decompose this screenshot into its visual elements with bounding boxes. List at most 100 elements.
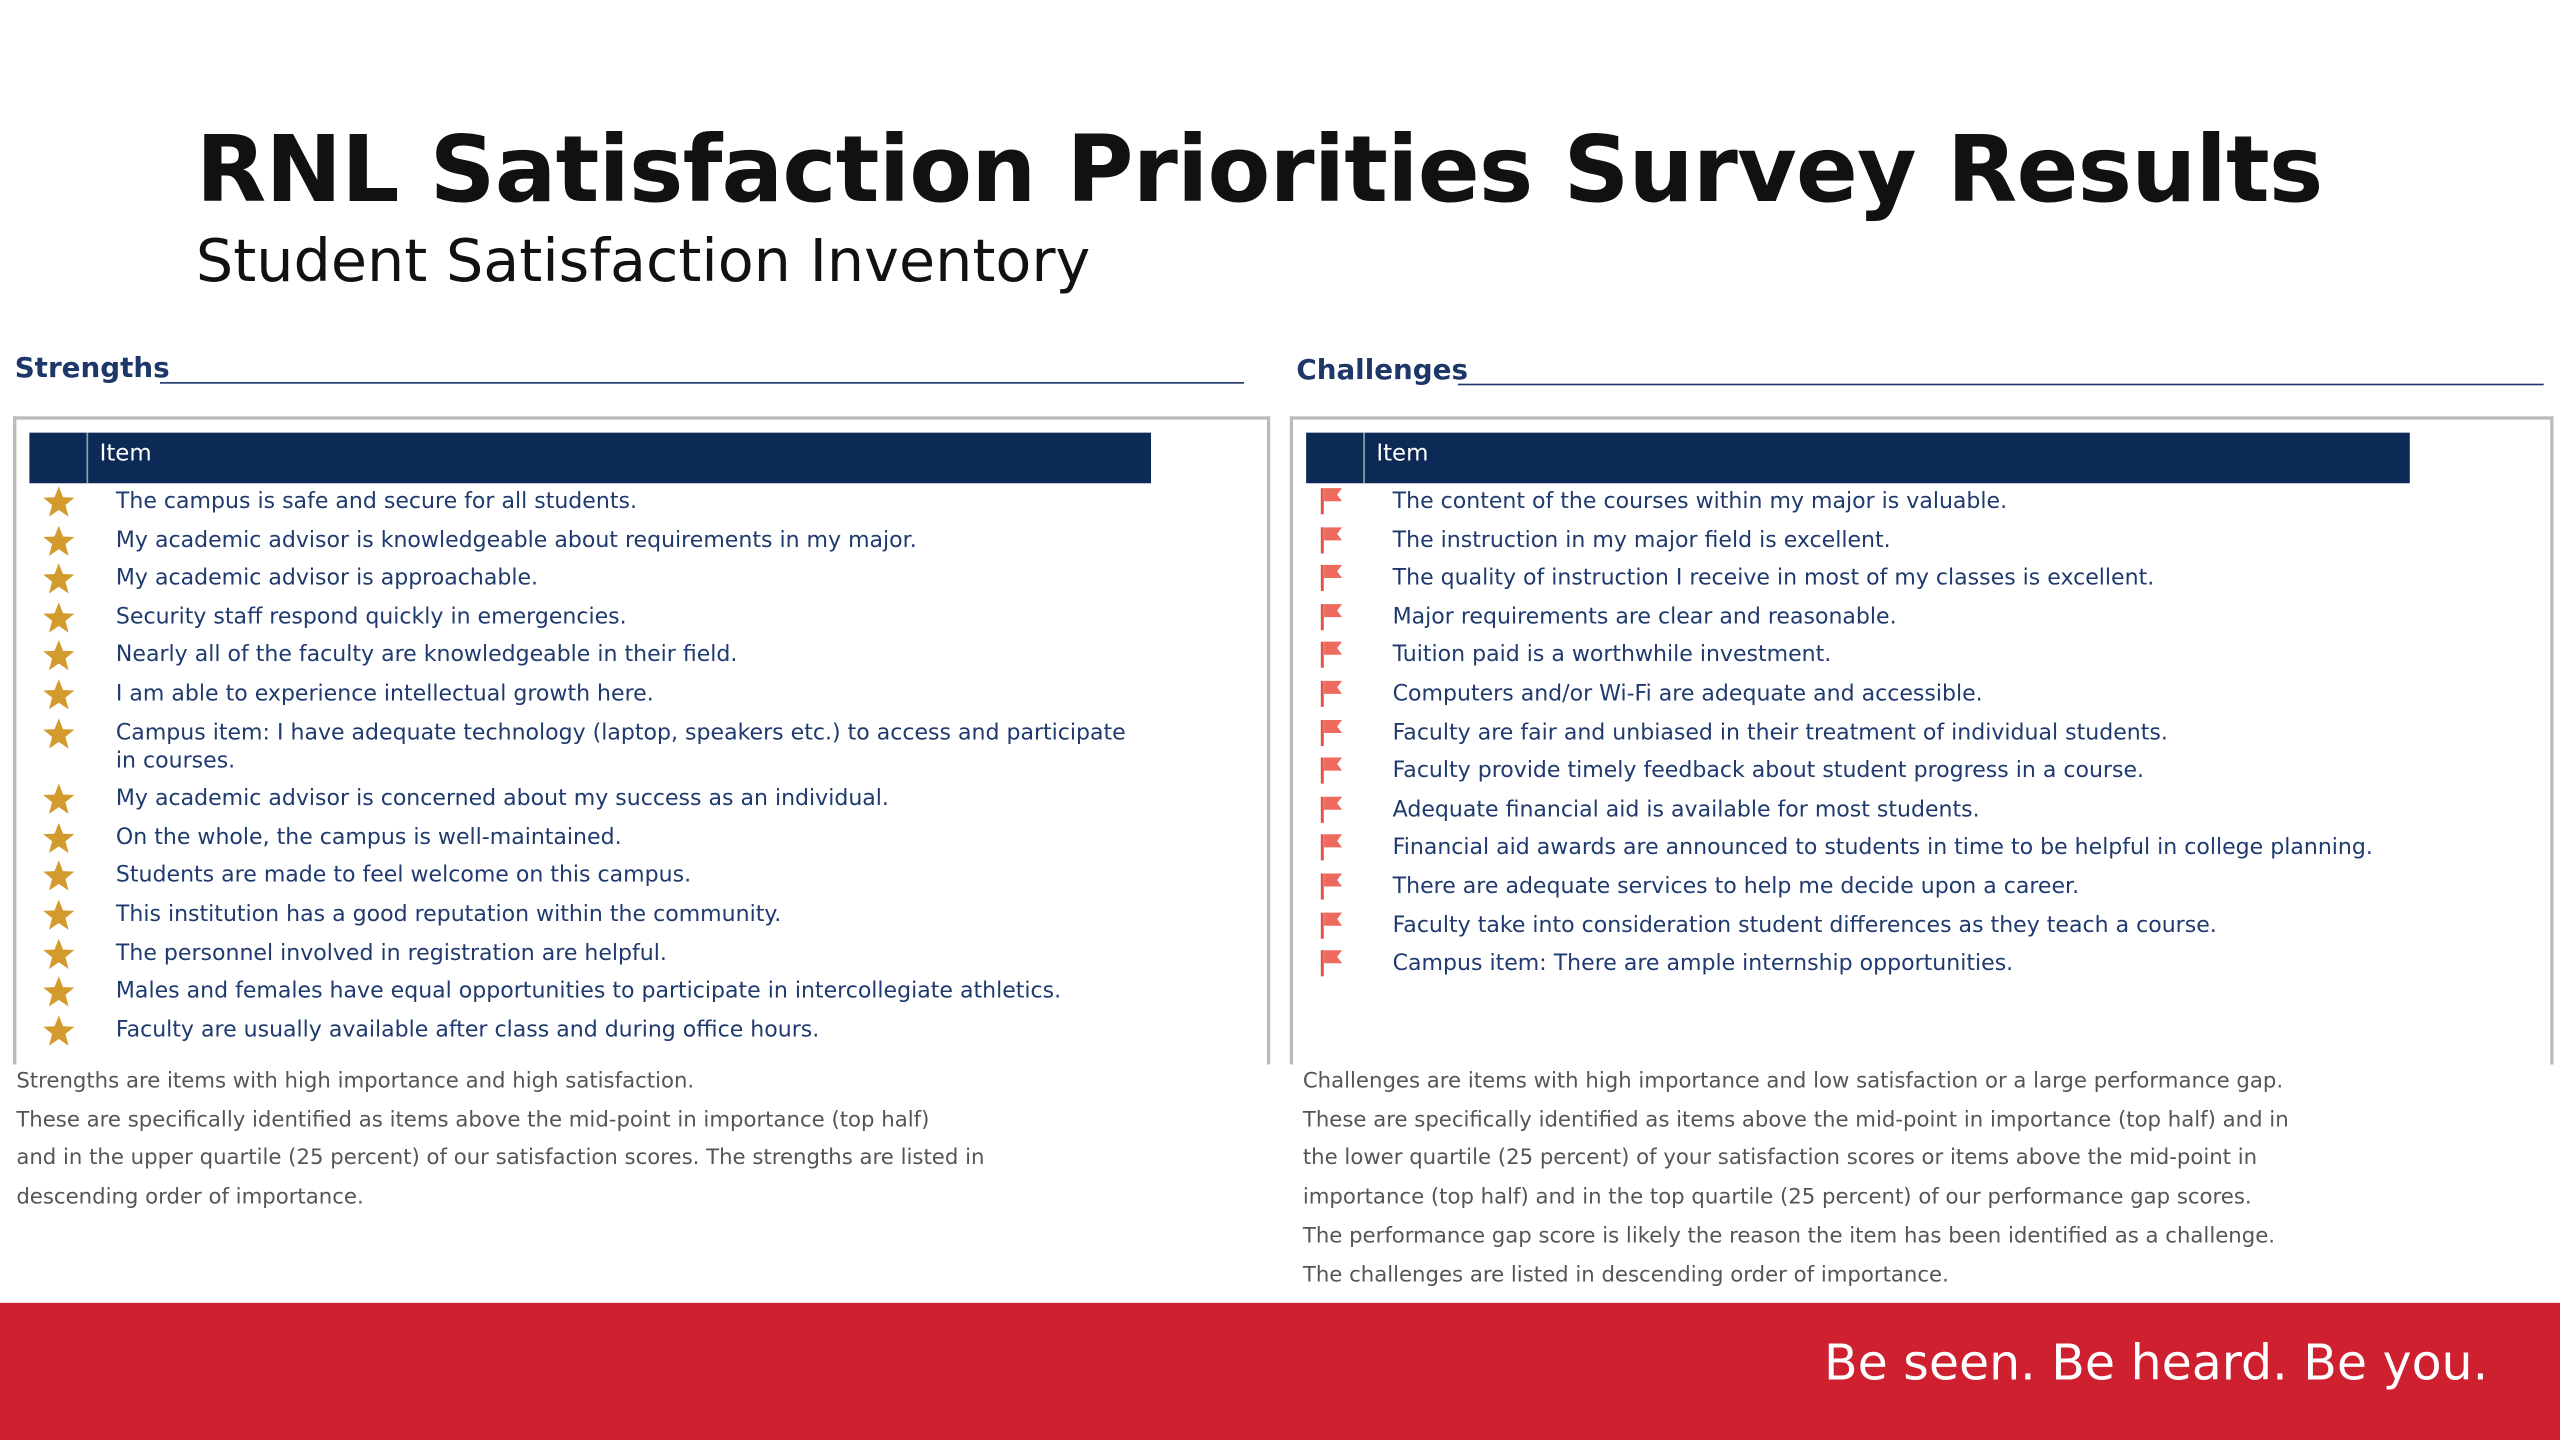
section-heading: Challenges bbox=[1296, 354, 1469, 387]
item-text: My academic advisor is concerned about m… bbox=[115, 785, 889, 812]
item-text: Faculty take into consideration student … bbox=[1392, 911, 2217, 939]
note-line: the lower quartile (25 percent) of your … bbox=[1302, 1146, 2258, 1172]
challenges-notes: Challenges are items with high importanc… bbox=[1303, 1063, 2289, 1295]
list-item: Security staff respond quickly in emerge… bbox=[29, 602, 1139, 633]
item-text: The instruction in my major field is exc… bbox=[1392, 526, 1891, 553]
list-item: Faculty take into consideration student … bbox=[1306, 911, 2449, 940]
item-text: Security staff respond quickly in emerge… bbox=[115, 603, 627, 630]
item-text: The content of the courses within my maj… bbox=[1392, 488, 2008, 515]
note-line: These are specifically identified as ite… bbox=[1302, 1108, 2289, 1133]
flag-icon bbox=[1320, 526, 1343, 553]
item-text: My academic advisor is knowledgeable abo… bbox=[115, 526, 917, 553]
star-icon bbox=[43, 822, 75, 853]
section-heading: Strengths bbox=[14, 352, 170, 386]
note-line: The performance gap score is likely the … bbox=[1302, 1224, 2276, 1249]
item-text: This institution has a good reputation w… bbox=[115, 901, 782, 928]
strengths-list: The campus is safe and secure for all st… bbox=[29, 486, 1139, 1055]
star-icon bbox=[43, 602, 75, 633]
flag-icon bbox=[1320, 642, 1343, 669]
note-line: Challenges are items with high importanc… bbox=[1302, 1069, 2284, 1094]
list-item: Adequate financial aid is available for … bbox=[1306, 796, 2449, 824]
rule bbox=[1457, 383, 2544, 386]
note-line: These are specifically identified as ite… bbox=[16, 1108, 930, 1133]
item-text: Major requirements are clear and reasona… bbox=[1392, 603, 1897, 630]
list-item: My academic advisor is approachable. bbox=[29, 563, 1139, 594]
list-item: Faculty are usually available after clas… bbox=[29, 1015, 1139, 1046]
list-item: Tuition paid is a worthwhile investment. bbox=[1306, 642, 2449, 670]
item-text: Campus item: I have adequate technology … bbox=[115, 719, 1126, 774]
item-text: I am able to experience intellectual gro… bbox=[115, 680, 654, 707]
note-line: and in the upper quartile (25 percent) o… bbox=[16, 1146, 985, 1172]
column-label: Item bbox=[99, 440, 152, 467]
list-item: Campus item: There are ample internship … bbox=[1306, 950, 2449, 978]
list-item: There are adequate services to help me d… bbox=[1306, 873, 2449, 901]
panel bbox=[13, 416, 1271, 1065]
list-item: Campus item: I have adequate technology … bbox=[29, 717, 1139, 775]
item-text: Nearly all of the faculty are knowledgea… bbox=[115, 642, 738, 669]
list-item: Major requirements are clear and reasona… bbox=[1306, 603, 2449, 632]
list-item: Nearly all of the faculty are knowledgea… bbox=[29, 640, 1139, 671]
list-item: Faculty are fair and unbiased in their t… bbox=[1306, 719, 2449, 747]
item-text: The personnel involved in registration a… bbox=[115, 939, 667, 966]
list-item: On the whole, the campus is well-maintai… bbox=[29, 822, 1139, 853]
list-item: I am able to experience intellectual gro… bbox=[29, 679, 1139, 710]
flag-icon bbox=[1320, 719, 1343, 746]
star-icon bbox=[43, 525, 75, 556]
table-header: Item bbox=[29, 432, 1152, 484]
star-icon bbox=[43, 563, 75, 594]
item-text: On the whole, the campus is well-maintai… bbox=[115, 824, 622, 851]
list-item: My academic advisor is concerned about m… bbox=[29, 783, 1139, 815]
list-item: Computers and/or Wi-Fi are adequate and … bbox=[1306, 680, 2449, 709]
star-icon bbox=[43, 860, 75, 892]
list-item: The instruction in my major field is exc… bbox=[1306, 526, 2449, 555]
item-text: My academic advisor is approachable. bbox=[115, 565, 539, 592]
flag-icon bbox=[1320, 911, 1343, 939]
list-item: The content of the courses within my maj… bbox=[1306, 488, 2449, 516]
list-item: Males and females have equal opportuniti… bbox=[29, 976, 1139, 1007]
list-item: Faculty provide timely feedback about st… bbox=[1306, 757, 2449, 786]
flag-icon bbox=[1320, 603, 1343, 630]
title: RNL Satisfaction Priorities Survey Resul… bbox=[195, 117, 2323, 224]
item-text: Faculty provide timely feedback about st… bbox=[1392, 757, 2145, 784]
star-icon bbox=[43, 640, 75, 671]
flag-icon bbox=[1320, 565, 1343, 592]
flag-icon bbox=[1320, 950, 1343, 977]
panel bbox=[1289, 416, 2554, 1065]
item-text: The quality of instruction I receive in … bbox=[1392, 565, 2155, 592]
item-text: There are adequate services to help me d… bbox=[1392, 873, 2080, 900]
star-icon bbox=[43, 783, 75, 815]
flag-icon bbox=[1320, 873, 1343, 900]
flag-icon bbox=[1320, 834, 1343, 861]
star-icon bbox=[43, 1015, 75, 1046]
item-text: Faculty are fair and unbiased in their t… bbox=[1392, 719, 2168, 746]
item-text: Financial aid awards are announced to st… bbox=[1392, 834, 2373, 861]
note-line: Strengths are items with high importance… bbox=[16, 1069, 695, 1094]
list-item: The campus is safe and secure for all st… bbox=[29, 486, 1139, 517]
item-text: Faculty are usually available after clas… bbox=[115, 1016, 820, 1043]
flag-icon bbox=[1320, 757, 1343, 784]
star-icon bbox=[43, 679, 75, 710]
list-item: My academic advisor is knowledgeable abo… bbox=[29, 525, 1139, 556]
star-icon bbox=[43, 486, 75, 517]
item-text: Campus item: There are ample internship … bbox=[1392, 950, 2014, 977]
item-text: Computers and/or Wi-Fi are adequate and … bbox=[1392, 680, 1983, 707]
item-text: The campus is safe and secure for all st… bbox=[115, 488, 637, 515]
item-text: Adequate financial aid is available for … bbox=[1392, 796, 1980, 823]
item-text: Males and females have equal opportuniti… bbox=[115, 978, 1062, 1005]
note-line: descending order of importance. bbox=[16, 1185, 364, 1210]
list-item: Students are made to feel welcome on thi… bbox=[29, 860, 1139, 892]
rule bbox=[160, 382, 1245, 384]
subtitle: Student Satisfaction Inventory bbox=[195, 228, 1091, 296]
footer: Be seen. Be heard. Be you. bbox=[0, 1302, 2560, 1440]
tagline: Be seen. Be heard. Be you. bbox=[1824, 1335, 2489, 1393]
note-line: importance (top half) and in the top qua… bbox=[1302, 1185, 2252, 1210]
flag-icon bbox=[1320, 488, 1343, 515]
list-item: The personnel involved in registration a… bbox=[29, 938, 1139, 969]
list-item: Financial aid awards are announced to st… bbox=[1306, 834, 2449, 863]
flag-icon bbox=[1320, 680, 1343, 707]
star-icon bbox=[43, 976, 75, 1007]
list-item: The quality of instruction I receive in … bbox=[1306, 565, 2449, 593]
list-item: This institution has a good reputation w… bbox=[29, 899, 1139, 930]
